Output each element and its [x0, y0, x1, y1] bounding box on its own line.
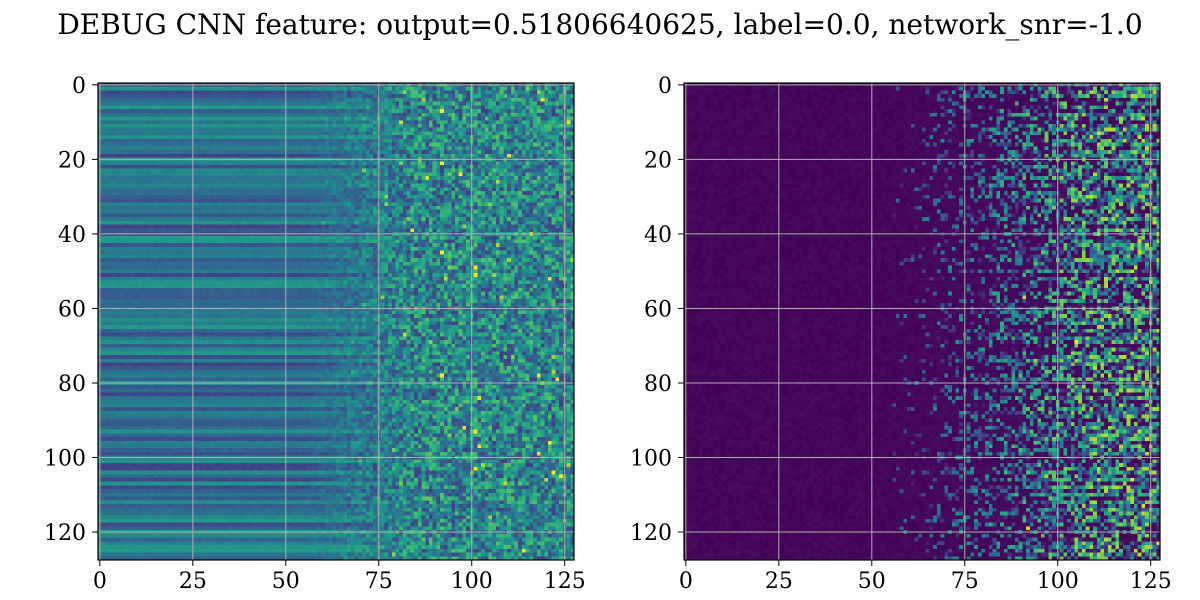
y-tick-label: 80	[58, 372, 86, 397]
y-tick-label: 20	[644, 148, 672, 173]
x-tick-label: 100	[1037, 569, 1079, 594]
x-tick-label: 50	[858, 569, 886, 594]
y-tick-label: 0	[658, 74, 672, 99]
heatmap-image	[98, 83, 574, 560]
y-tick-label: 40	[644, 223, 672, 248]
axes-frame	[683, 82, 1161, 561]
x-tick-label: 25	[179, 569, 207, 594]
y-tick-label: 40	[58, 223, 86, 248]
y-tick-label: 120	[44, 521, 86, 546]
y-tick-label: 60	[58, 297, 86, 322]
x-tick-label: 100	[451, 569, 493, 594]
x-tick-label: 75	[951, 569, 979, 594]
x-tick-label: 0	[679, 569, 693, 594]
x-tick-label: 50	[272, 569, 300, 594]
x-tick-label: 25	[765, 569, 793, 594]
x-tick-label: 125	[1130, 569, 1172, 594]
axes-frame	[97, 82, 575, 561]
heatmap-panel-2: 0 25 50 75 100 125 0 20 40 60 80 100 120	[630, 74, 1172, 594]
y-tick-label: 120	[630, 521, 672, 546]
y-tick-label: 100	[44, 447, 86, 472]
y-tick-label: 80	[644, 372, 672, 397]
y-tick-label: 100	[630, 447, 672, 472]
x-tick-label: 75	[365, 569, 393, 594]
heatmap-image	[684, 83, 1160, 560]
y-tick-label: 60	[644, 297, 672, 322]
figure-title: DEBUG CNN feature: output=0.51806640625,…	[57, 8, 1143, 41]
x-tick-label: 0	[93, 569, 107, 594]
x-tick-label: 125	[544, 569, 586, 594]
y-tick-label: 20	[58, 148, 86, 173]
y-tick-label: 0	[72, 74, 86, 99]
heatmap-panel-1: 0 25 50 75 100 125 0 20 40 60 80 100 120	[44, 74, 586, 594]
